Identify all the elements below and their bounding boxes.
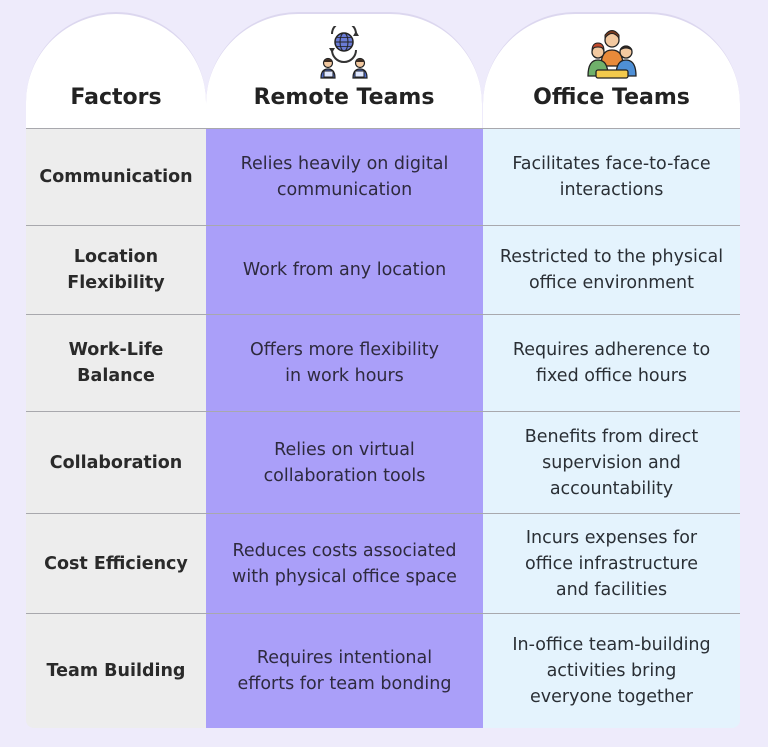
remote-cell: Relies heavily on digital communication: [206, 129, 483, 225]
office-text: In-office team-building activities bring…: [512, 635, 711, 707]
office-cell: Requires adherence to fixed office hours: [483, 315, 740, 411]
table-row: Location Flexibility Work from any locat…: [26, 225, 740, 314]
remote-cell: Relies on virtual collaboration tools: [206, 412, 483, 513]
table-row: Cost Efficiency Reduces costs associated…: [26, 513, 740, 613]
office-team-group-icon: [586, 30, 637, 79]
remote-cell: Offers more flexibility in work hours: [206, 315, 483, 411]
office-cell: Facilitates face-to-face interactions: [483, 129, 740, 225]
remote-cell: Work from any location: [206, 226, 483, 314]
remote-text: Reduces costs associated with physical o…: [232, 540, 457, 587]
office-text: Facilitates face-to-face interactions: [512, 154, 711, 200]
factors-header: Factors: [26, 12, 206, 130]
factor-label: Team Building: [46, 661, 186, 681]
remote-text: Requires intentional efforts for team bo…: [237, 648, 452, 694]
office-text: Restricted to the physical office enviro…: [499, 247, 724, 293]
table-row: Collaboration Relies on virtual collabor…: [26, 411, 740, 513]
factor-cell: Communication: [26, 129, 206, 225]
factor-label: Communication: [39, 167, 193, 187]
factor-label: Collaboration: [49, 452, 183, 473]
remote-text: Work from any location: [242, 260, 447, 280]
remote-text: Offers more flexibility in work hours: [250, 340, 439, 386]
remote-teams-header-title: Remote Teams: [253, 85, 435, 110]
factor-cell: Team Building: [26, 614, 206, 728]
factor-cell: Collaboration: [26, 412, 206, 513]
factor-label: Location Flexibility: [67, 247, 165, 293]
remote-teams-header: Remote Teams: [206, 12, 482, 130]
office-teams-header: Office Teams: [483, 12, 740, 130]
table-row: Communication Relies heavily on digital …: [26, 128, 740, 225]
comparison-table: Communication Relies heavily on digital …: [26, 128, 740, 728]
factor-label: Work-Life Balance: [68, 340, 164, 386]
office-text: Incurs expenses for office infrastructur…: [524, 527, 699, 600]
office-cell: Incurs expenses for office infrastructur…: [483, 514, 740, 613]
remote-workers-globe-icon: [320, 26, 368, 79]
remote-cell: Reduces costs associated with physical o…: [206, 514, 483, 613]
office-cell: Restricted to the physical office enviro…: [483, 226, 740, 314]
table-row: Work-Life Balance Offers more flexibilit…: [26, 314, 740, 411]
factors-header-title: Factors: [70, 85, 162, 110]
remote-text: Relies heavily on digital communication: [240, 154, 449, 200]
remote-cell: Requires intentional efforts for team bo…: [206, 614, 483, 728]
table-row: Team Building Requires intentional effor…: [26, 613, 740, 728]
office-text: Requires adherence to fixed office hours: [512, 340, 711, 386]
remote-text: Relies on virtual collaboration tools: [263, 439, 426, 486]
factor-cell: Location Flexibility: [26, 226, 206, 314]
office-cell: In-office team-building activities bring…: [483, 614, 740, 728]
office-cell: Benefits from direct supervision and acc…: [483, 412, 740, 513]
factor-label: Cost Efficiency: [44, 553, 188, 574]
factor-cell: Cost Efficiency: [26, 514, 206, 613]
factor-cell: Work-Life Balance: [26, 315, 206, 411]
office-teams-header-title: Office Teams: [533, 85, 690, 110]
office-text: Benefits from direct supervision and acc…: [524, 426, 699, 499]
